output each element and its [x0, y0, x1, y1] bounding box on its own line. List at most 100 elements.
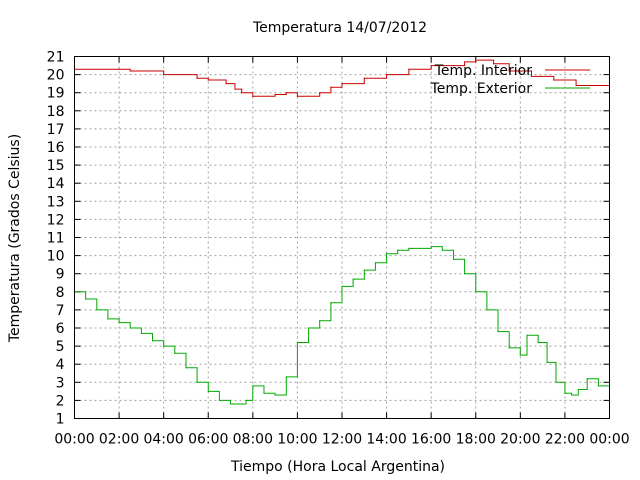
data-point — [129, 327, 131, 329]
x-tick-label: 10:00 — [277, 432, 317, 448]
data-point — [452, 64, 455, 67]
x-tick-label: 20:00 — [500, 432, 540, 448]
data-point — [274, 93, 276, 96]
data-point — [408, 247, 410, 249]
data-point — [330, 86, 332, 88]
y-tick-label: 15 — [47, 158, 65, 174]
data-point — [508, 70, 510, 72]
data-point — [107, 318, 109, 320]
data-point — [129, 70, 131, 72]
data-point — [492, 63, 495, 65]
data-point — [571, 394, 573, 396]
y-tick-label: 11 — [47, 231, 65, 247]
x-tick-label: 14:00 — [366, 432, 406, 448]
data-point — [163, 345, 165, 347]
x-tick-label: 00:00 — [589, 432, 629, 448]
chart-title: Temperatura 14/07/2012 — [252, 20, 427, 36]
y-tick-label: 1 — [56, 412, 65, 428]
data-point — [519, 354, 521, 356]
x-tick-label: 06:00 — [188, 432, 228, 448]
y-tick-label: 10 — [47, 249, 65, 265]
data-point — [174, 352, 176, 354]
data-point — [296, 341, 299, 344]
grid-lines — [74, 56, 610, 419]
y-tick-label: 14 — [47, 176, 65, 192]
data-point — [252, 95, 254, 97]
series-line-exterior — [74, 246, 610, 405]
data-point — [537, 341, 539, 344]
data-point — [577, 388, 579, 391]
data-point — [341, 83, 343, 85]
series-lines — [73, 59, 611, 405]
data-point — [330, 302, 332, 304]
data-point — [185, 367, 187, 369]
y-tick-label: 19 — [47, 86, 65, 102]
data-point — [319, 92, 321, 94]
data-point — [385, 253, 388, 255]
y-tick-label: 21 — [47, 50, 65, 66]
y-tick-label: 4 — [56, 357, 65, 373]
data-point — [475, 59, 477, 61]
y-tick-label: 3 — [56, 375, 65, 391]
x-tick-label: 00:00 — [54, 432, 94, 448]
y-tick-label: 17 — [47, 122, 65, 138]
data-point — [285, 92, 287, 94]
data-point — [464, 273, 466, 275]
data-point — [363, 77, 365, 79]
data-point — [530, 75, 533, 78]
data-point — [385, 74, 388, 76]
legend-label: Temp. Interior — [434, 63, 533, 79]
x-tick-label: 12:00 — [322, 432, 362, 448]
data-point — [285, 376, 287, 378]
data-point — [196, 381, 198, 383]
y-tick-label: 12 — [47, 212, 65, 228]
data-point — [508, 347, 510, 349]
data-point — [196, 77, 198, 79]
data-point — [441, 249, 443, 251]
data-point — [274, 394, 276, 396]
y-tick-label: 6 — [56, 321, 65, 337]
x-tick-label: 04:00 — [143, 432, 183, 448]
data-point — [319, 320, 321, 322]
data-point — [452, 258, 455, 260]
data-point — [546, 361, 548, 363]
data-point — [497, 331, 499, 333]
data-point — [363, 269, 365, 271]
x-tick-label: 08:00 — [233, 432, 273, 448]
data-point — [238, 403, 241, 405]
data-point — [430, 245, 432, 248]
data-point — [575, 84, 577, 87]
x-tick-label: 02:00 — [99, 432, 139, 448]
data-point — [207, 79, 209, 81]
data-point — [586, 378, 588, 380]
y-tick-label: 13 — [47, 194, 65, 210]
data-point — [218, 399, 220, 401]
data-point — [419, 247, 421, 249]
y-tick-label: 5 — [56, 339, 65, 355]
data-point — [207, 390, 209, 392]
y-tick-label: 8 — [56, 285, 65, 301]
data-point — [245, 399, 247, 401]
data-point — [263, 392, 265, 394]
data-point — [475, 291, 477, 293]
data-point — [526, 334, 528, 336]
x-tick-label: 16:00 — [411, 432, 451, 448]
data-point — [341, 285, 343, 287]
data-point — [464, 61, 466, 63]
x-tick-label: 18:00 — [456, 432, 496, 448]
plot-frame — [74, 56, 610, 419]
y-tick-label: 20 — [47, 68, 65, 84]
y-tick-label: 9 — [56, 267, 65, 283]
x-tick-label: 22:00 — [545, 432, 585, 448]
data-point — [234, 88, 236, 90]
y-tick-label: 16 — [47, 140, 65, 156]
data-point — [118, 321, 120, 324]
legend: Temp. Interior Temp. Exterior — [430, 63, 590, 97]
data-point — [296, 95, 299, 97]
data-point — [397, 249, 399, 251]
data-point — [151, 340, 154, 342]
legend-label: Temp. Exterior — [430, 81, 533, 97]
data-point — [229, 403, 232, 405]
